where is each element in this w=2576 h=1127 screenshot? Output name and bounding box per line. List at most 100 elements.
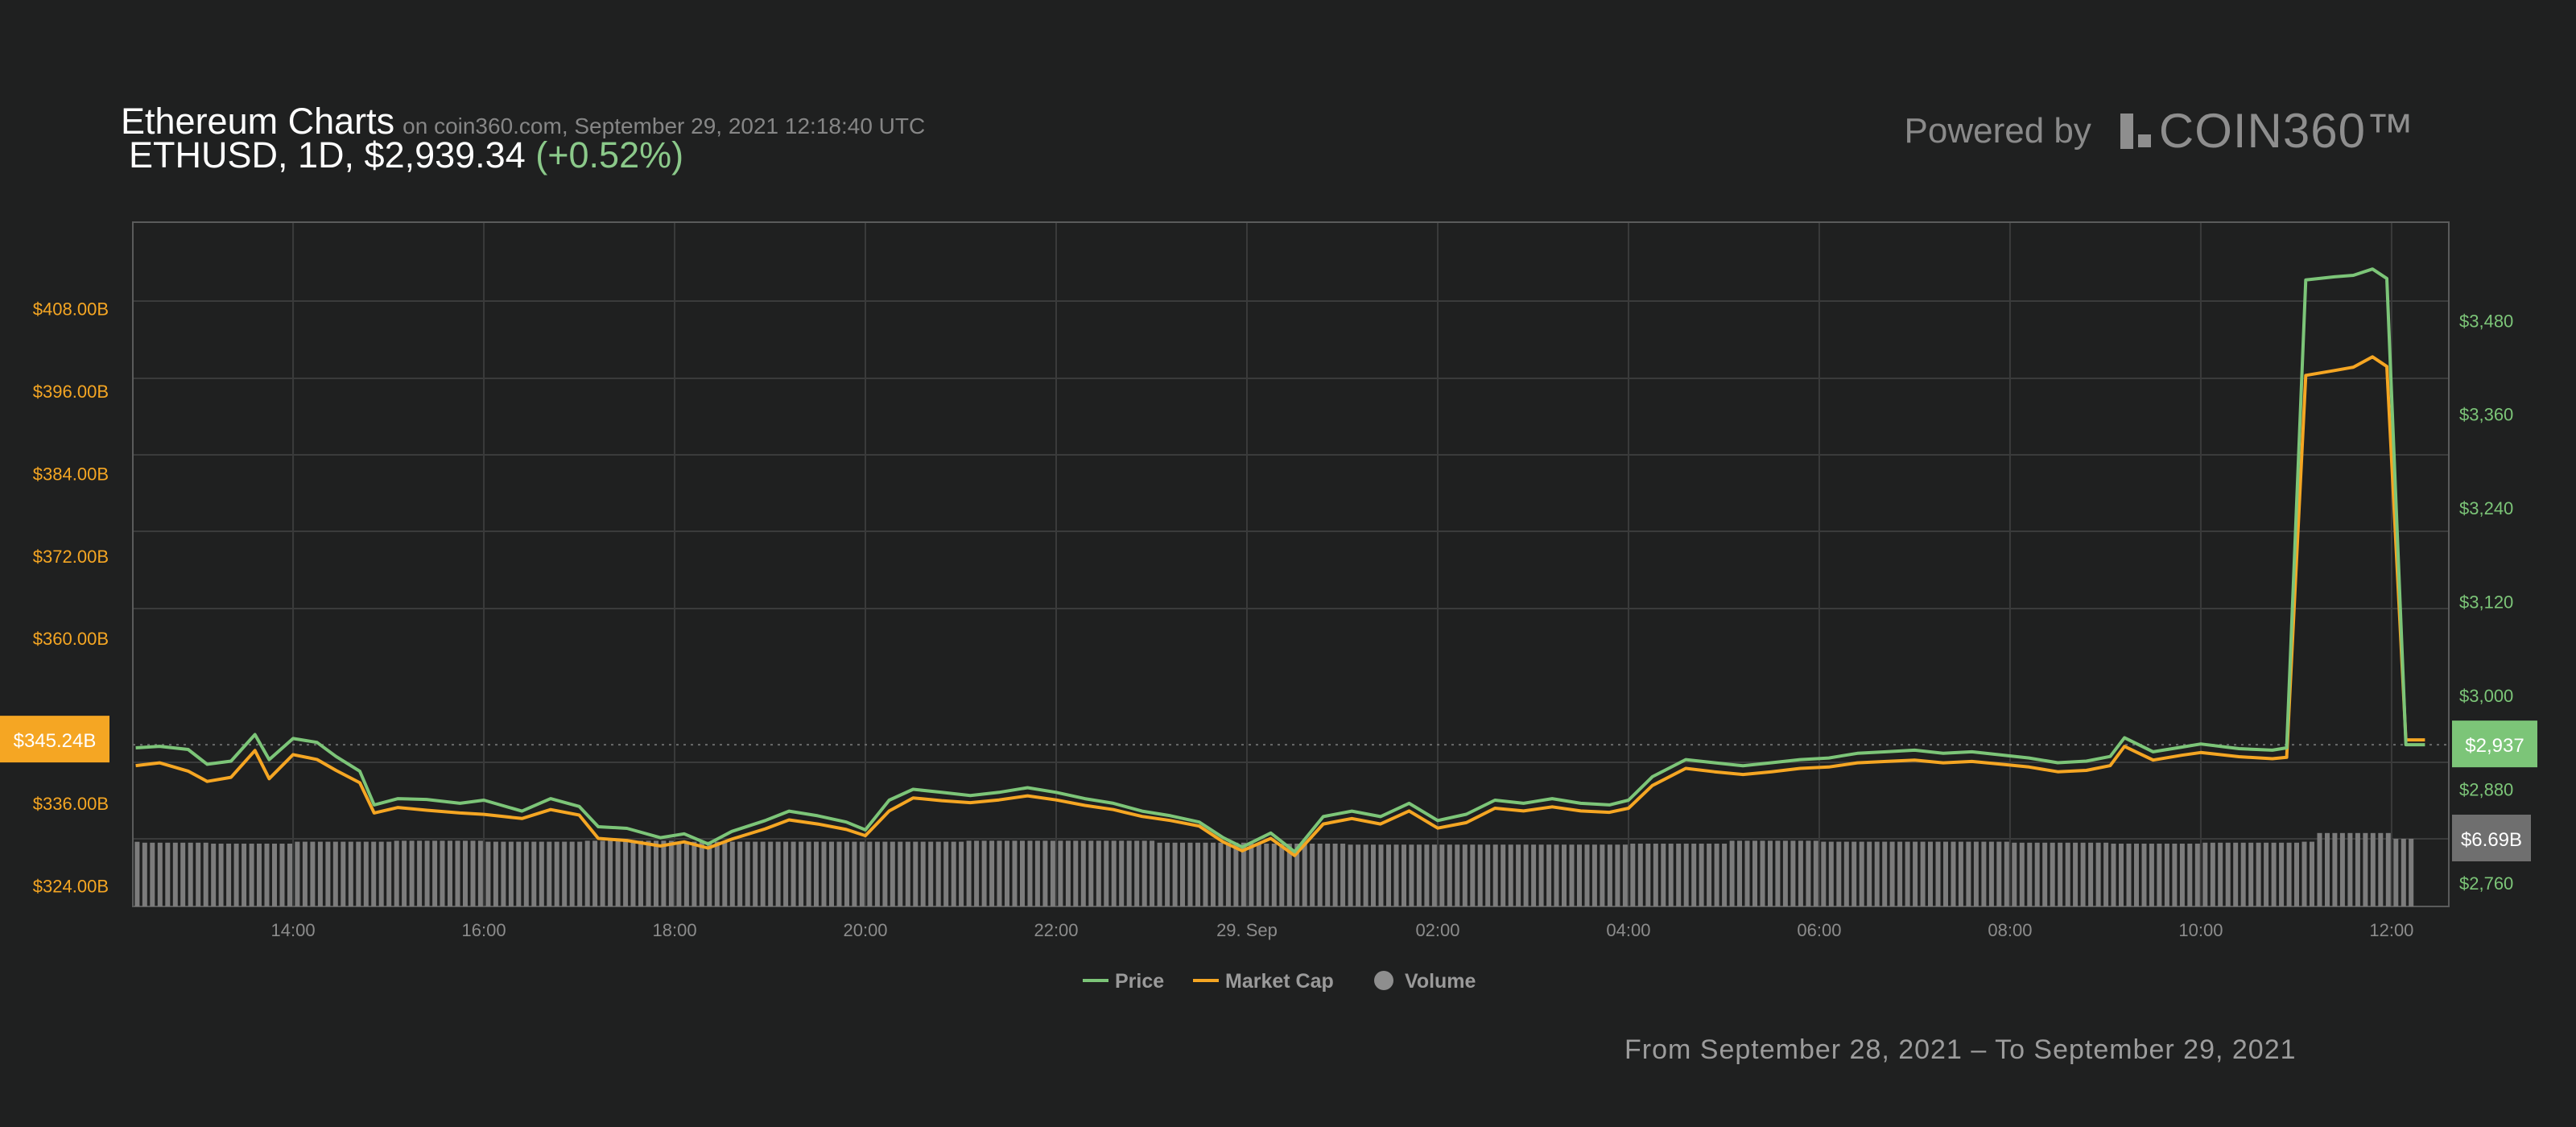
- volume-bar-62: [608, 840, 613, 906]
- right-tick-label-4: $3,000: [2459, 686, 2513, 706]
- x-tick-label-9: 08:00: [1988, 920, 2032, 940]
- volume-bar-162: [1371, 844, 1376, 906]
- volume-bar-34: [394, 840, 399, 906]
- volume-bar-88: [806, 841, 811, 906]
- volume-bar-227: [1867, 841, 1872, 906]
- volume-bar-104: [928, 841, 934, 906]
- volume-bar-253: [2065, 842, 2070, 906]
- right-tick-label-6: $2,760: [2459, 873, 2513, 894]
- volume-bar-232: [1905, 841, 1910, 906]
- volume-bar-67: [646, 840, 651, 906]
- volume-bar-109: [966, 840, 972, 906]
- volume-bar-197: [1637, 844, 1643, 906]
- volume-bar-23: [310, 841, 316, 906]
- volume-bar-78: [729, 841, 735, 906]
- volume-bar-56: [562, 841, 568, 906]
- volume-bar-229: [1882, 841, 1888, 906]
- volume-bar-11: [218, 844, 224, 906]
- volume-bar-4: [165, 842, 171, 906]
- legend-volume-icon[interactable]: [1374, 971, 1393, 990]
- volume-bar-292: [2363, 832, 2368, 906]
- volume-bar-195: [1622, 844, 1628, 906]
- volume-bar-271: [2202, 842, 2208, 906]
- volume-bar-121: [1058, 840, 1063, 906]
- volume-bar-175: [1470, 844, 1476, 906]
- volume-bar-208: [1722, 844, 1728, 906]
- volume-bar-143: [1225, 842, 1231, 906]
- volume-bar-119: [1042, 840, 1048, 906]
- volume-bar-87: [799, 841, 804, 906]
- legend-label-price: Price: [1115, 970, 1164, 993]
- right-tick-label-3: $3,120: [2459, 592, 2513, 613]
- volume-bar-95: [859, 841, 865, 906]
- volume-bar-256: [2088, 842, 2094, 906]
- left-tick-label-4: $360.00B: [33, 629, 109, 649]
- volume-bar-135: [1165, 842, 1170, 906]
- volume-bar-212: [1752, 840, 1757, 906]
- volume-bar-159: [1348, 844, 1353, 906]
- volume-bar-17: [264, 844, 270, 906]
- volume-bar-180: [1508, 844, 1513, 906]
- volume-bar-231: [1897, 841, 1903, 906]
- volume-bar-221: [1821, 841, 1827, 906]
- volume-bar-156: [1325, 844, 1331, 906]
- volume-bar-114: [1005, 840, 1009, 906]
- volume-bar-7: [188, 842, 193, 906]
- volume-bar-35: [402, 840, 407, 906]
- volume-bar-165: [1393, 844, 1399, 906]
- volume-bar-108: [959, 841, 964, 906]
- x-tick-label-3: 20:00: [843, 920, 887, 940]
- market-cap-badge: [0, 716, 109, 763]
- volume-bar-252: [2058, 842, 2063, 906]
- volume-bar-96: [867, 841, 873, 906]
- volume-bar-173: [1455, 844, 1460, 906]
- left-tick-label-2: $384.00B: [33, 464, 109, 484]
- volume-bar-90: [821, 841, 827, 906]
- volume-bar-213: [1760, 840, 1765, 906]
- volume-bar-153: [1302, 844, 1307, 906]
- coin360-mark-icon: [2120, 113, 2153, 149]
- volume-bar-193: [1607, 844, 1612, 906]
- left-tick-label-1: $396.00B: [33, 382, 109, 402]
- volume-bar-118: [1034, 840, 1040, 906]
- volume-bar-152: [1294, 844, 1300, 906]
- volume-bar-83: [768, 841, 774, 906]
- volume-bar-89: [814, 841, 819, 906]
- volume-bar-235: [1928, 841, 1933, 906]
- volume-bar-44: [470, 840, 476, 906]
- volume-bar-123: [1073, 840, 1079, 906]
- volume-bar-297: [2401, 839, 2406, 906]
- volume-bar-174: [1462, 844, 1468, 906]
- volume-bar-245: [2004, 841, 2009, 906]
- volume-bar-61: [600, 840, 605, 906]
- volume-bar-224: [1843, 841, 1849, 906]
- volume-bar-269: [2187, 844, 2193, 906]
- volume-bar-258: [2103, 842, 2109, 906]
- volume-bar-186: [1554, 844, 1559, 906]
- coin360-logo[interactable]: COIN360™: [2120, 103, 2415, 159]
- volume-bar-281: [2279, 842, 2285, 906]
- volume-bar-188: [1569, 844, 1575, 906]
- volume-bar-255: [2080, 842, 2086, 906]
- volume-bar-129: [1119, 840, 1125, 906]
- volume-bar-27: [341, 841, 346, 906]
- volume-bar-37: [417, 840, 423, 906]
- volume-bar-166: [1402, 844, 1406, 906]
- volume-bar-94: [852, 841, 857, 906]
- volume-bar-107: [951, 841, 956, 906]
- volume-bar-147: [1256, 844, 1261, 906]
- x-tick-label-0: 14:00: [271, 920, 316, 940]
- volume-bar-0: [134, 841, 140, 906]
- volume-bar-289: [2339, 832, 2345, 906]
- volume-bar-225: [1852, 841, 1857, 906]
- volume-bar-263: [2141, 844, 2147, 906]
- volume-bar-223: [1836, 841, 1842, 906]
- volume-bar-161: [1363, 844, 1368, 906]
- volume-bar-54: [547, 841, 552, 906]
- volume-bar-260: [2119, 844, 2124, 906]
- volume-bar-138: [1187, 842, 1193, 906]
- volume-bar-268: [2179, 844, 2185, 906]
- volume-bar-257: [2095, 842, 2101, 906]
- source-timestamp: on coin360.com, September 29, 2021 12:18…: [402, 114, 926, 138]
- volume-bar-246: [2012, 842, 2017, 906]
